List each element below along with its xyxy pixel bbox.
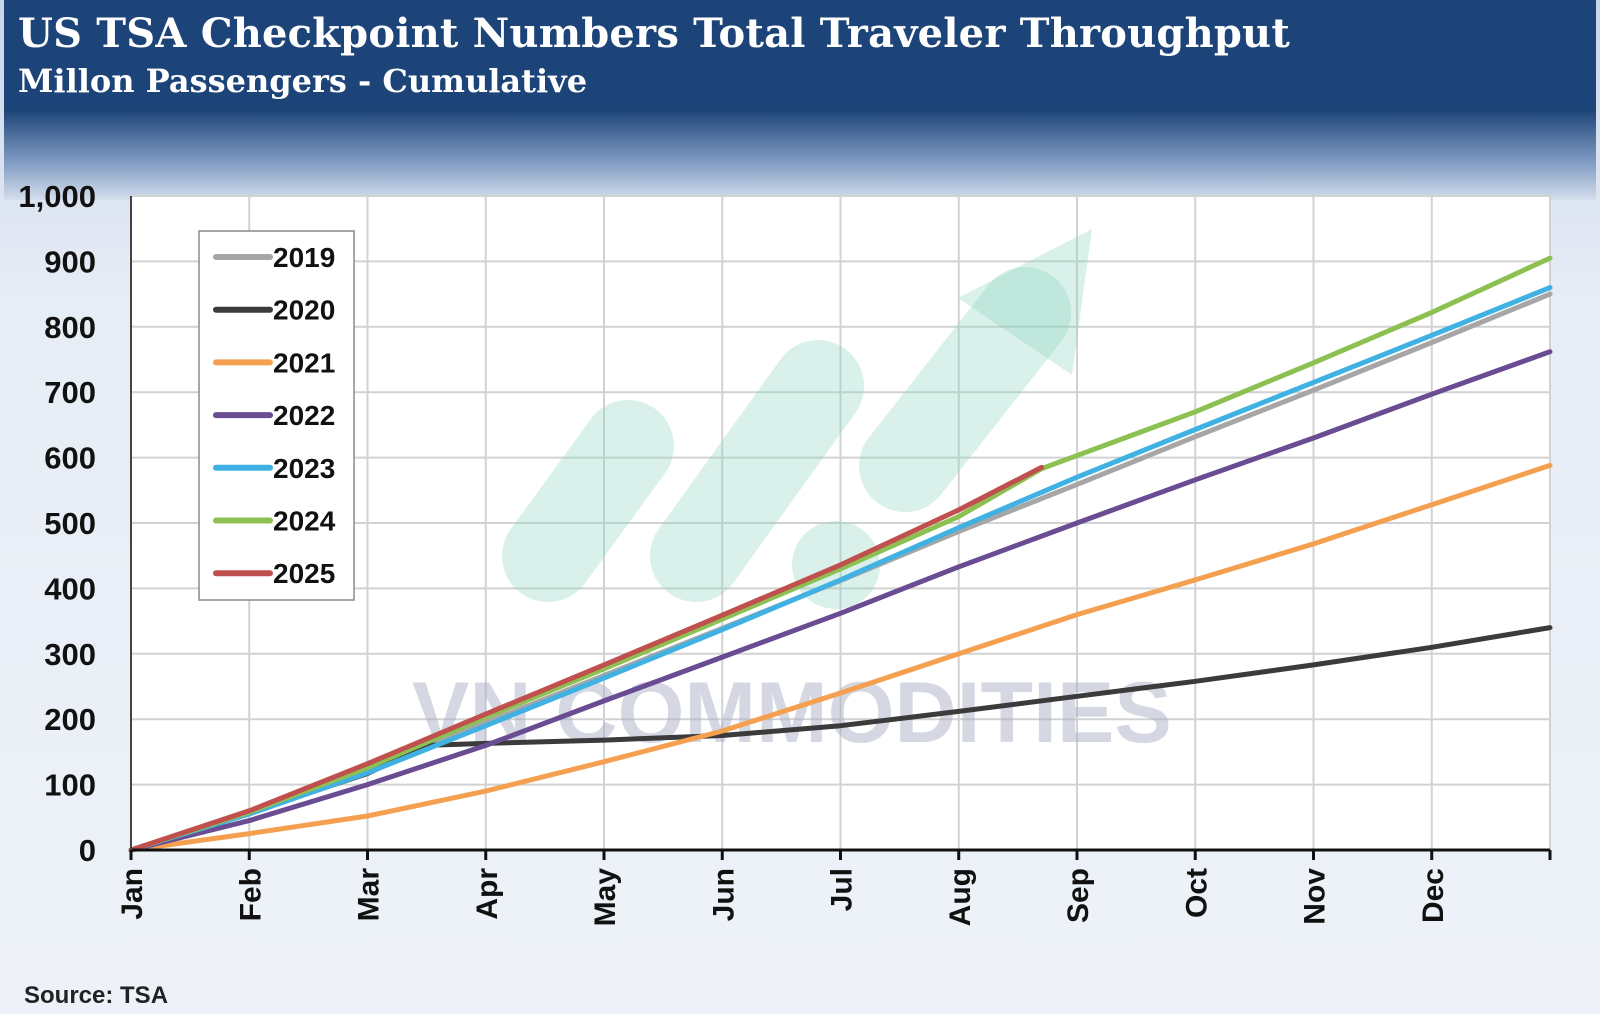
legend-label-2019: 2019 bbox=[273, 242, 335, 273]
y-tick-label: 900 bbox=[44, 244, 96, 279]
legend-label-2023: 2023 bbox=[273, 453, 335, 484]
x-tick-label: May bbox=[589, 868, 622, 927]
chart-subtitle: Millon Passengers - Cumulative bbox=[18, 62, 588, 100]
x-tick-label: Mar bbox=[353, 868, 386, 922]
series-line-2021 bbox=[128, 462, 1553, 853]
legend: 2019 2020 2021 2022 2023 2024 2025 bbox=[198, 230, 355, 601]
x-tick-label: Jun bbox=[707, 868, 740, 921]
chart-header: US TSA Checkpoint Numbers Total Traveler… bbox=[4, 0, 1596, 200]
y-tick-label: 500 bbox=[44, 506, 96, 541]
y-tick-label: 100 bbox=[44, 768, 96, 803]
series-line-2022 bbox=[128, 349, 1553, 853]
grid-lines bbox=[131, 195, 1551, 850]
y-tick-label: 1,000 bbox=[18, 179, 96, 214]
legend-entries: 2019 2020 2021 2022 2023 2024 2025 bbox=[213, 242, 336, 589]
legend-label-2025: 2025 bbox=[273, 558, 335, 589]
x-tick-label: Jan bbox=[116, 868, 149, 920]
x-tick-labels: Jan Feb Mar Apr May Jun Jul Aug Sep Oct Nov Dec bbox=[116, 868, 1450, 927]
x-tick-label: Oct bbox=[1180, 868, 1213, 918]
series-line-2025 bbox=[128, 464, 1044, 853]
legend-label-2024: 2024 bbox=[273, 506, 336, 537]
x-tick-label: Dec bbox=[1417, 868, 1450, 923]
x-tick-label: Feb bbox=[234, 868, 267, 921]
y-tick-label: 400 bbox=[44, 571, 96, 606]
watermark-graphic: VN COMMODITIES bbox=[412, 229, 1172, 761]
y-tick-label: 0 bbox=[79, 833, 96, 868]
chart-title: US TSA Checkpoint Numbers Total Traveler… bbox=[18, 10, 1290, 57]
x-tick-label: Aug bbox=[944, 868, 977, 926]
axes bbox=[129, 196, 1552, 860]
y-tick-label: 600 bbox=[44, 441, 96, 476]
legend-label-2021: 2021 bbox=[273, 347, 335, 378]
x-tick-label: Sep bbox=[1062, 868, 1095, 923]
x-tick-label: Nov bbox=[1299, 868, 1332, 925]
y-tick-label: 200 bbox=[44, 702, 96, 737]
y-tick-label: 800 bbox=[44, 310, 96, 345]
source-note: Source: TSA bbox=[24, 982, 169, 1009]
series-line-2024 bbox=[128, 255, 1553, 853]
legend-label-2020: 2020 bbox=[273, 295, 335, 326]
series-lines bbox=[128, 255, 1553, 853]
x-tick-label: Jul bbox=[826, 868, 859, 911]
watermark-text: VN COMMODITIES bbox=[412, 665, 1172, 761]
legend-label-2022: 2022 bbox=[273, 400, 335, 431]
y-tick-label: 700 bbox=[44, 375, 96, 410]
x-tick-label: Apr bbox=[471, 868, 504, 920]
y-tick-label: 300 bbox=[44, 637, 96, 672]
y-tick-labels: 0 100 200 300 400 500 600 700 800 900 1,000 bbox=[18, 179, 96, 868]
series-line-2023 bbox=[128, 285, 1553, 853]
